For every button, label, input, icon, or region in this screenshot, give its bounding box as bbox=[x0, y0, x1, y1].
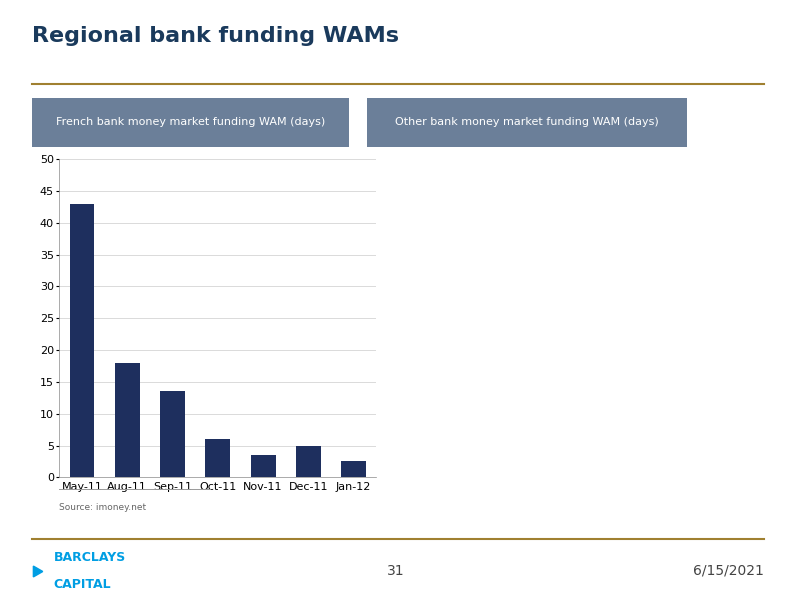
Bar bbox=[205, 439, 230, 477]
Bar bbox=[250, 455, 276, 477]
Bar bbox=[341, 461, 366, 477]
Text: French bank money market funding WAM (days): French bank money market funding WAM (da… bbox=[56, 118, 326, 127]
Text: CAPITAL: CAPITAL bbox=[54, 578, 112, 591]
Text: BARCLAYS: BARCLAYS bbox=[54, 551, 126, 564]
Bar bbox=[70, 204, 94, 477]
Bar bbox=[115, 363, 139, 477]
Bar bbox=[296, 446, 321, 477]
FancyBboxPatch shape bbox=[32, 98, 348, 147]
FancyBboxPatch shape bbox=[367, 98, 687, 147]
Text: 6/15/2021: 6/15/2021 bbox=[694, 564, 764, 578]
Text: Source: imoney.net: Source: imoney.net bbox=[59, 502, 147, 512]
Bar bbox=[160, 392, 185, 477]
Text: Regional bank funding WAMs: Regional bank funding WAMs bbox=[32, 26, 398, 46]
Text: 31: 31 bbox=[387, 564, 405, 578]
Text: Other bank money market funding WAM (days): Other bank money market funding WAM (day… bbox=[395, 118, 659, 127]
